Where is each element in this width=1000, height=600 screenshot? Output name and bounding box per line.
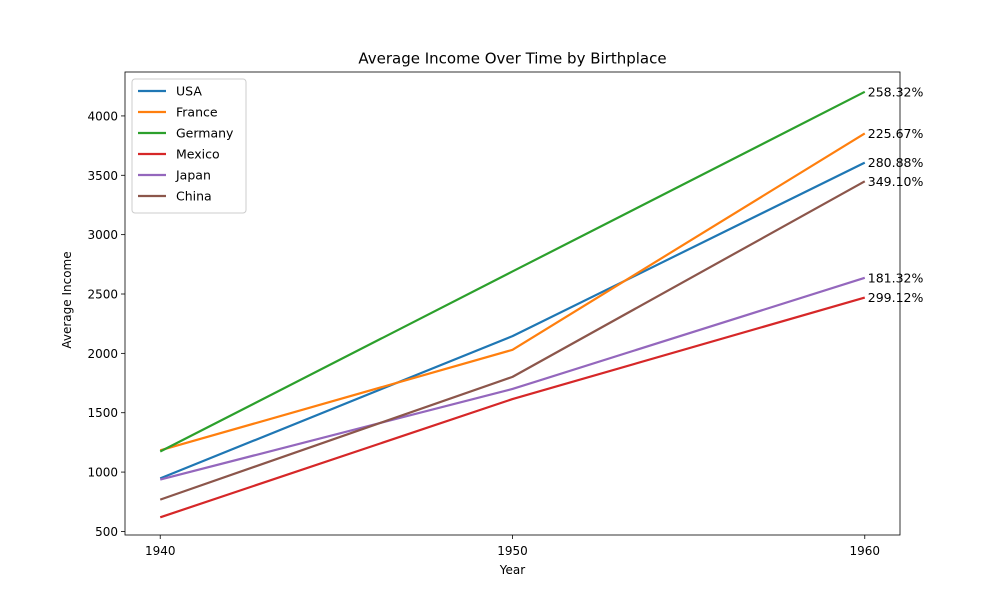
legend-label-japan: Japan (175, 168, 211, 183)
series-line-germany (159, 90, 866, 453)
end-label-mexico: 299.12% (868, 290, 924, 305)
legend-label-usa: USA (176, 84, 202, 99)
legend-label-germany: Germany (176, 126, 234, 141)
y-axis-label: Average Income (60, 251, 74, 348)
y-tick-label: 1000 (87, 466, 118, 480)
series-line-mexico (159, 296, 866, 519)
x-tick-label: 1950 (497, 544, 528, 558)
y-tick-label: 4000 (87, 109, 118, 123)
series-line-usa (159, 161, 866, 480)
chart-title: Average Income Over Time by Birthplace (358, 50, 666, 68)
y-tick-label: 2000 (87, 347, 118, 361)
y-tick-label: 1500 (87, 406, 118, 420)
end-label-france: 225.67% (868, 126, 924, 141)
end-label-china: 349.10% (868, 174, 924, 189)
x-axis-label: Year (499, 563, 525, 577)
legend-label-france: France (176, 105, 218, 120)
legend-label-china: China (176, 189, 212, 204)
plot-area: 1940 1950 1960 500 1000 1500 2000 2500 3000 3500 4… (87, 71, 924, 558)
x-tick-label: 1960 (849, 544, 880, 558)
legend-label-mexico: Mexico (176, 147, 220, 162)
y-tick-label: 3500 (87, 169, 118, 183)
y-tick-label: 500 (95, 525, 118, 539)
end-label-japan: 181.32% (868, 270, 924, 285)
series-line-japan (159, 276, 866, 481)
end-label-usa: 280.88% (868, 155, 924, 170)
series-line-france (159, 132, 866, 452)
x-tick-label: 1940 (145, 544, 176, 558)
y-tick-label: 3000 (87, 228, 118, 242)
y-tick-label: 2500 (87, 288, 118, 302)
series-line-china (159, 180, 866, 501)
end-label-germany: 258.32% (868, 84, 924, 99)
